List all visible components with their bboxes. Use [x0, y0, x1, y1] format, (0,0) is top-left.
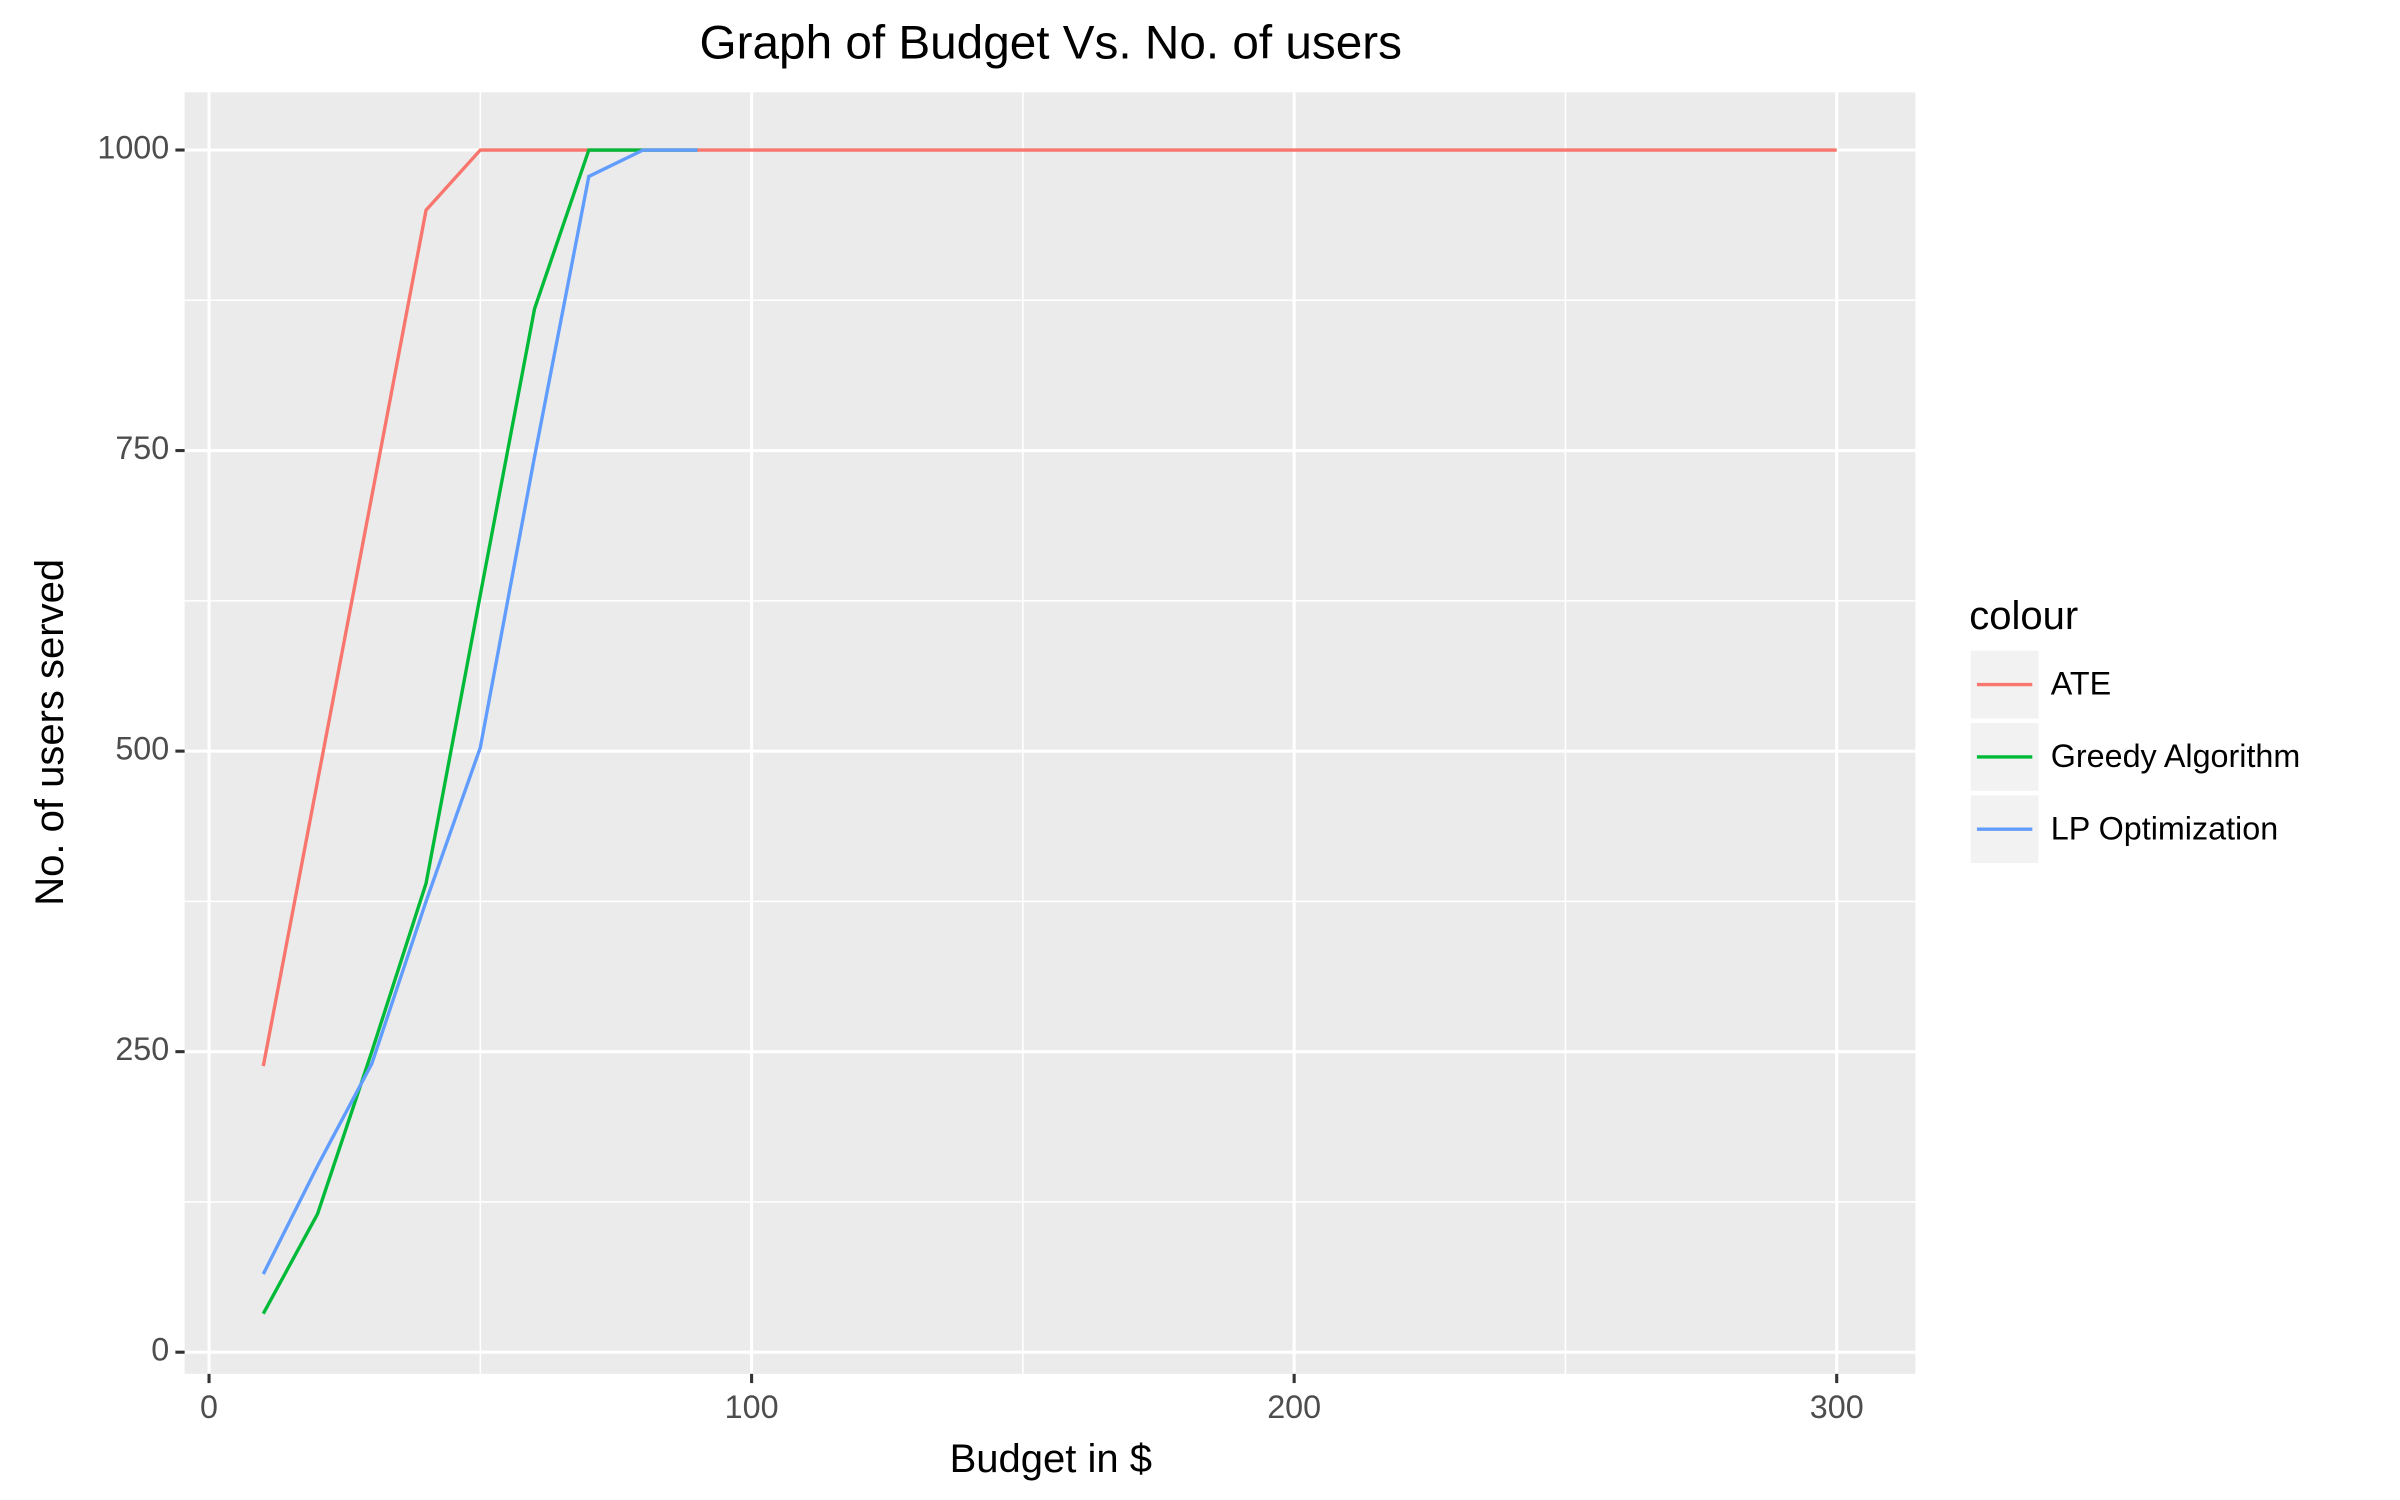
legend-label: LP Optimization	[2051, 810, 2278, 846]
legend-label: Greedy Algorithm	[2051, 738, 2301, 774]
legend-label: ATE	[2051, 666, 2111, 702]
y-tick-label: 250	[115, 1031, 169, 1067]
x-tick-label: 0	[200, 1389, 218, 1425]
grid	[184, 92, 1916, 1374]
legend: ATE Greedy Algorithm LP Optimization	[1970, 650, 2301, 864]
y-tick-label: 500	[115, 731, 169, 767]
x-tick-label: 200	[1267, 1389, 1321, 1425]
y-axis-label: No. of users served	[28, 559, 72, 906]
series-line	[261, 148, 698, 1275]
y-tick-label: 750	[115, 430, 169, 466]
x-tick-label: 300	[1810, 1389, 1864, 1425]
lines	[261, 148, 1837, 1315]
legend-title: colour	[1969, 594, 2078, 638]
x-tick-label: 100	[725, 1389, 779, 1425]
plot-panel	[184, 92, 1916, 1374]
y-tick-label: 1000	[97, 130, 169, 166]
series-line	[261, 148, 698, 1315]
y-tick-label: 0	[151, 1332, 169, 1368]
x-axis-label: Budget in $	[950, 1437, 1152, 1481]
chart-title: Graph of Budget Vs. No. of users	[700, 17, 1402, 70]
